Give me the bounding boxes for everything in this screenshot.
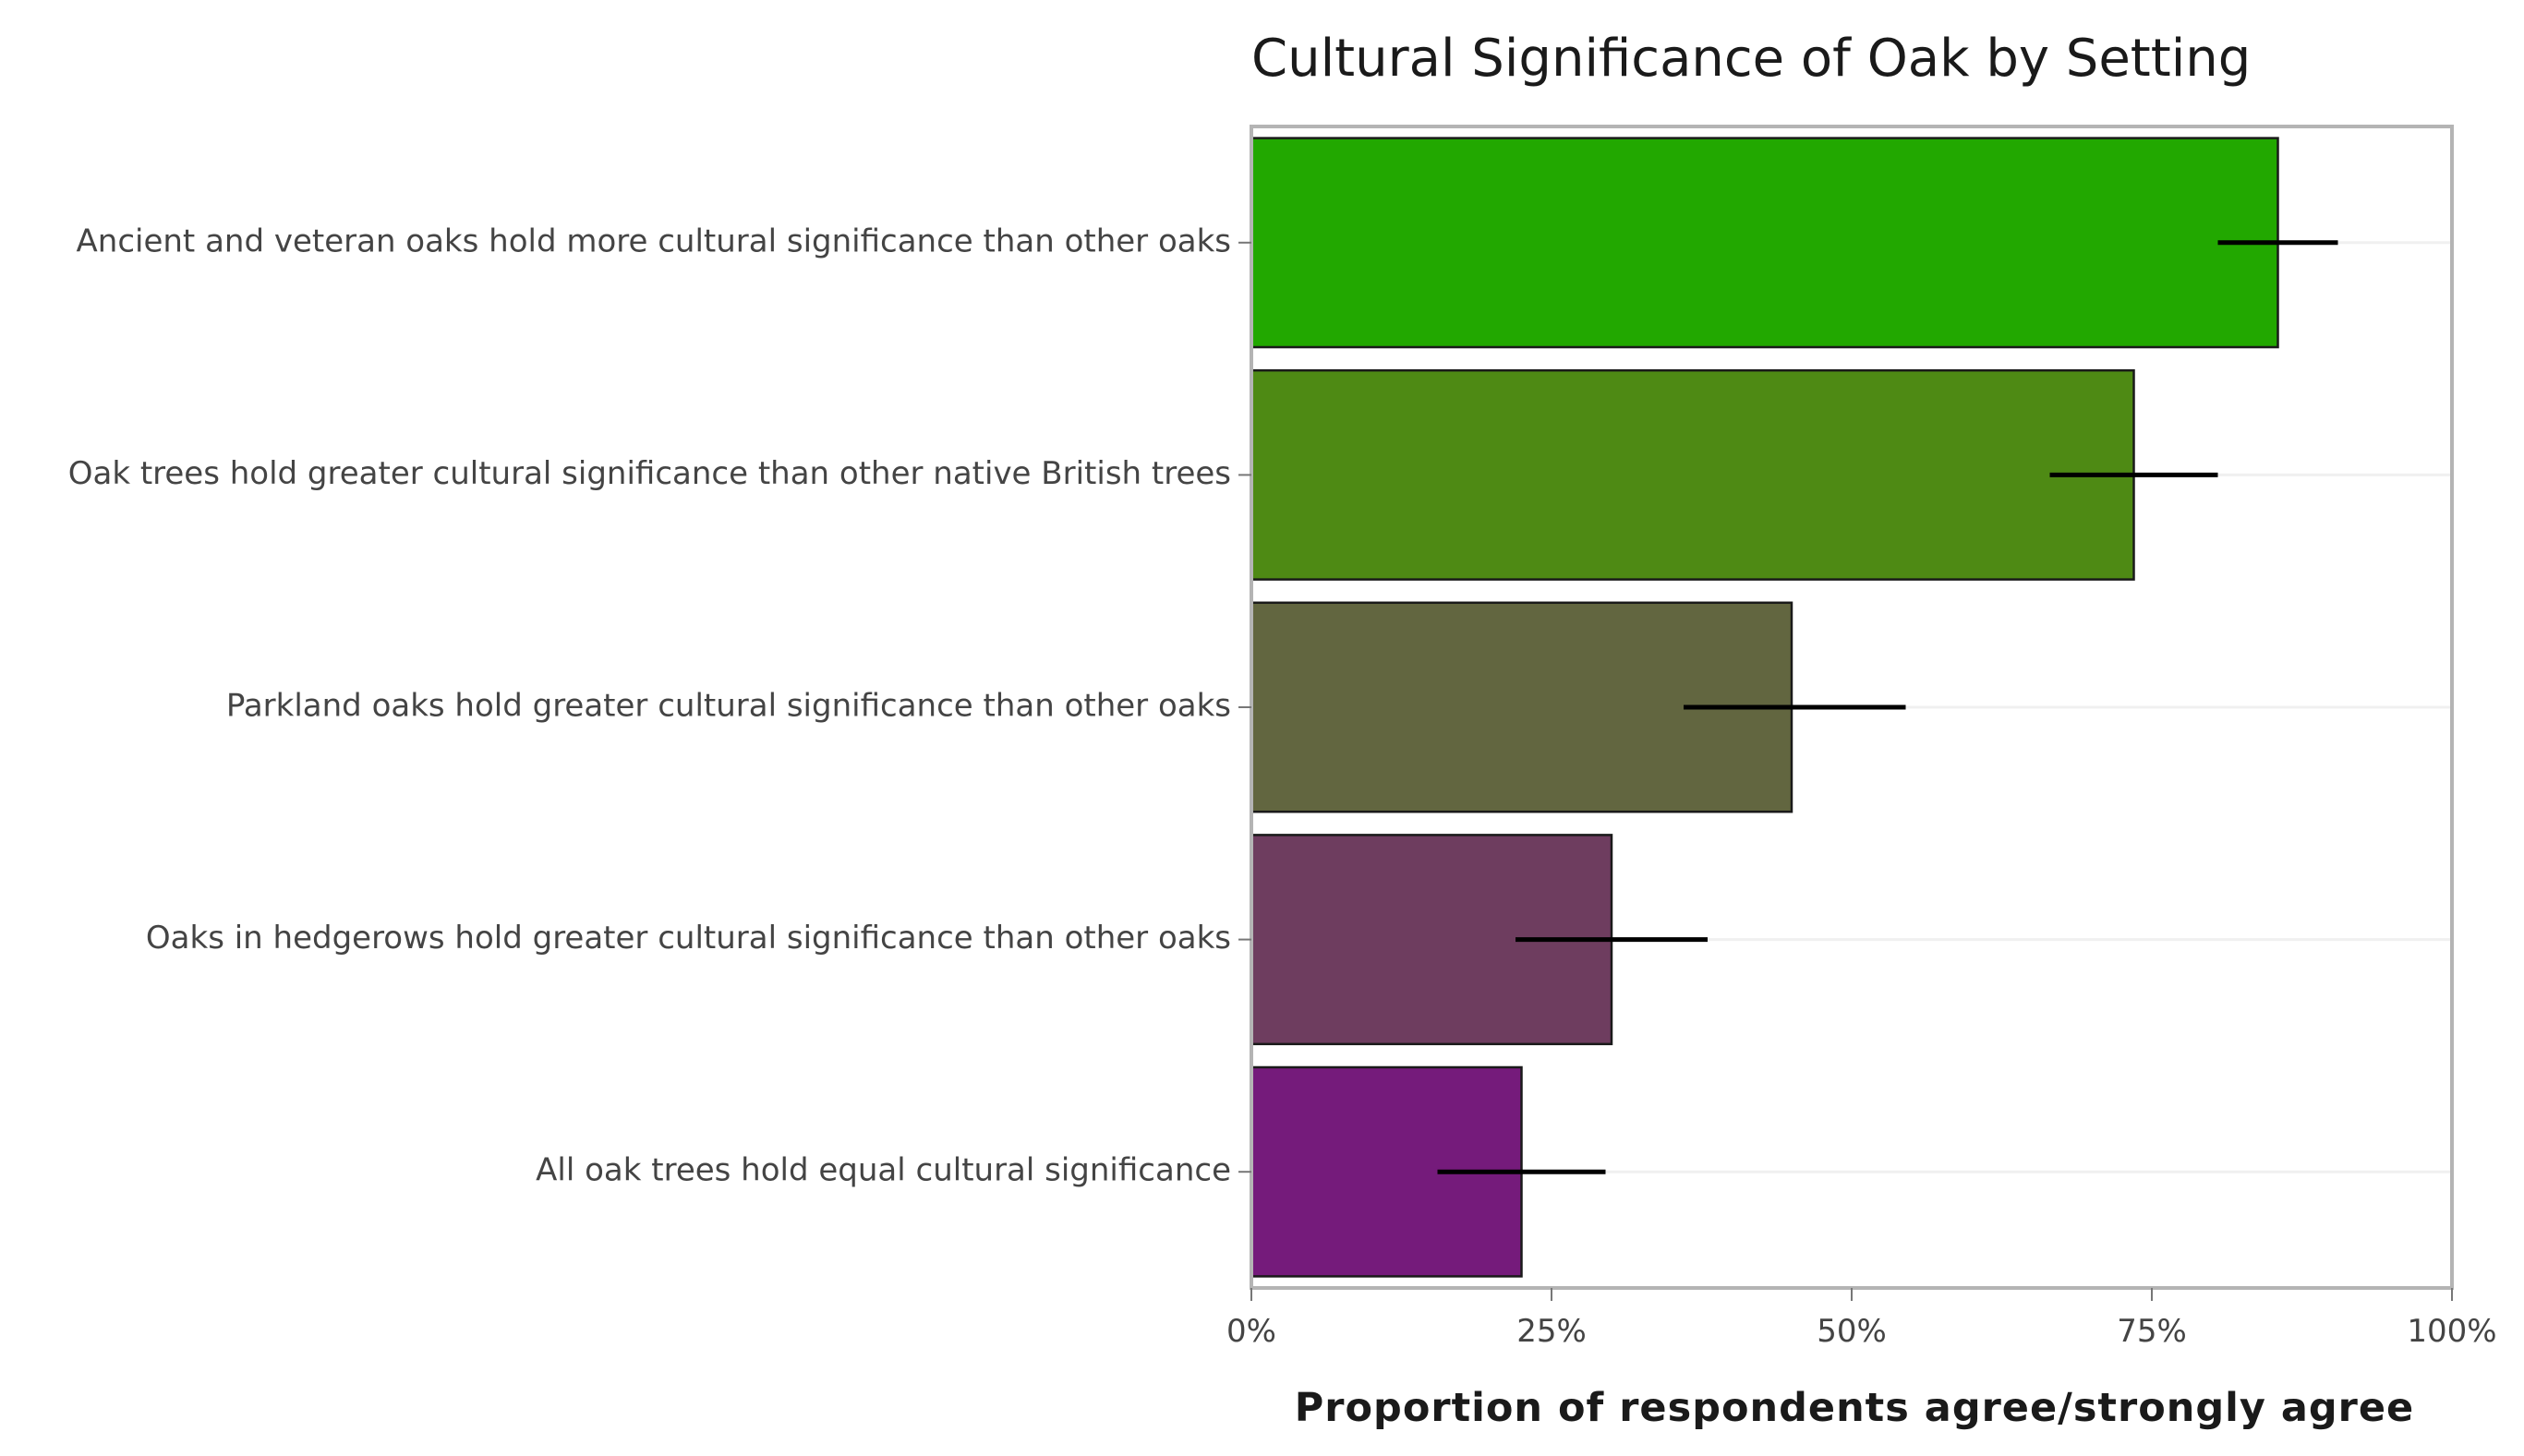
- x-tick-label: 50%: [1817, 1313, 1887, 1350]
- category-label: Oaks in hedgerows hold greater cultural …: [146, 920, 1231, 957]
- chart-title: Cultural Significance of Oak by Setting: [1251, 29, 2251, 89]
- x-axis-ticks: 0% 25% 50% 75% 100%: [1226, 1288, 2497, 1350]
- x-tick-label: 75%: [2117, 1313, 2187, 1350]
- category-labels: Ancient and veteran oaks hold more cultu…: [68, 223, 1251, 1189]
- category-label: Oak trees hold greater cultural signific…: [68, 455, 1231, 492]
- bar: [1250, 368, 2135, 581]
- category-label: All oak trees hold equal cultural signif…: [536, 1152, 1231, 1189]
- category-label: Ancient and veteran oaks hold more cultu…: [77, 223, 1231, 259]
- error-bars-layer: [1437, 240, 2338, 1174]
- x-tick-label: 100%: [2407, 1313, 2496, 1350]
- category-label: Parkland oaks hold greater cultural sign…: [226, 688, 1231, 725]
- x-tick-label: 0%: [1226, 1313, 1276, 1350]
- bar: [1250, 137, 2279, 349]
- x-axis-title: Proportion of respondents agree/strongly…: [1295, 1385, 2414, 1431]
- x-tick-label: 25%: [1516, 1313, 1587, 1350]
